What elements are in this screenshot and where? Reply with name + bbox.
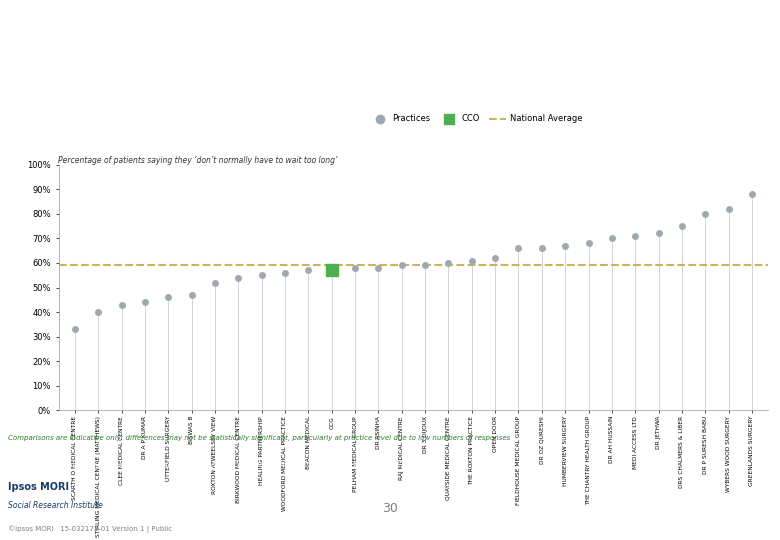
Text: Social Research Institute: Social Research Institute [8, 501, 103, 510]
Legend: Practices, CCO, National Average: Practices, CCO, National Average [368, 111, 586, 127]
Text: Percentage of patients saying they ‘don’t normally have to wait too long’: Percentage of patients saying they ‘don’… [58, 156, 338, 165]
Text: Q20. How do you feel about how long you normally have to wait to be seen?: Q20. How do you feel about how long you … [17, 126, 463, 136]
Text: Base: All those completing a questionnaire: National (709,241): CCG (2942): Prac: Base: All those completing a questionnai… [8, 462, 406, 468]
Text: 30: 30 [382, 502, 398, 516]
Text: Comparisons are indicative only: differences may not be statistically significan: Comparisons are indicative only: differe… [8, 435, 510, 441]
Text: Waiting times at the GP surgery:: Waiting times at the GP surgery: [9, 20, 292, 35]
Text: ©Ipsos MORI   15-032172-01 Version 1 | Public: ©Ipsos MORI 15-032172-01 Version 1 | Pub… [8, 525, 172, 532]
Text: how the CCG’s practices compare: how the CCG’s practices compare [9, 60, 297, 76]
Text: Ipsos MORI: Ipsos MORI [8, 482, 69, 492]
Text: i: i [730, 501, 736, 520]
